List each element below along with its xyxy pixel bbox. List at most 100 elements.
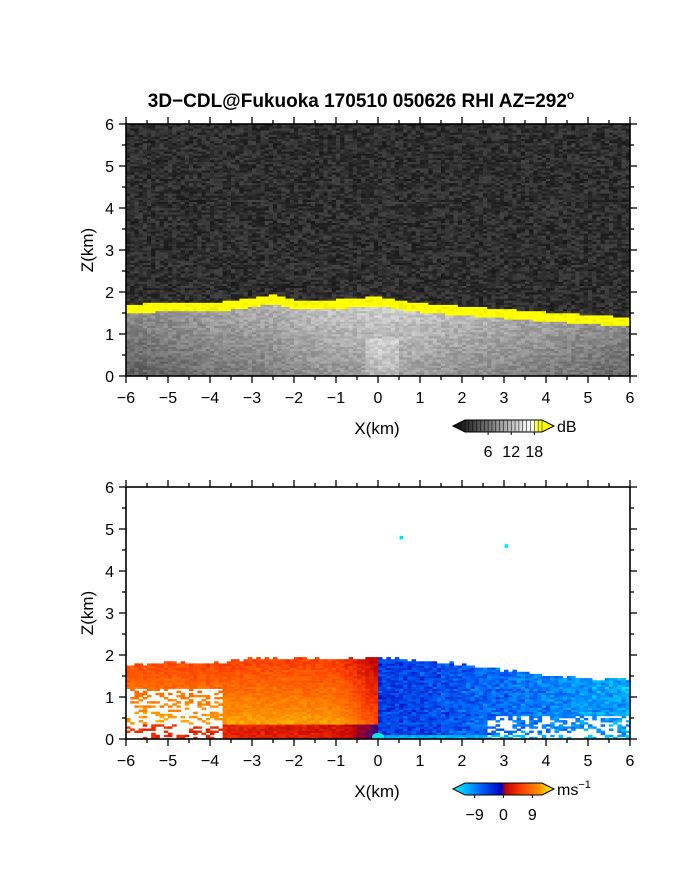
reflectivity-cell [222,287,228,291]
reflectivity-cell [147,344,152,347]
reflectivity-cell [294,178,299,181]
reflectivity-cell [235,298,240,301]
reflectivity-cell [159,136,165,139]
reflectivity-cell [260,180,265,184]
reflectivity-cell [138,344,144,347]
reflectivity-cell [184,235,190,238]
reflectivity-cell [197,187,202,190]
reflectivity-cell [231,147,236,150]
reflectivity-cell [268,371,274,375]
reflectivity-cell [189,315,194,318]
reflectivity-cell [285,252,291,255]
reflectivity-cell [130,340,135,343]
reflectivity-cell [281,336,286,339]
reflectivity-cell [168,329,173,333]
reflectivity-cell [252,250,257,253]
reflectivity-cell [180,308,186,312]
reflectivity-cell [243,216,249,219]
reflectivity-cell [247,166,253,169]
reflectivity-cell [189,201,194,205]
reflectivity-cell [130,222,135,226]
reflectivity-cell [285,304,291,307]
reflectivity-cell [159,197,165,200]
reflectivity-cell [268,157,274,160]
reflectivity-cell [214,224,219,228]
reflectivity-cell [201,247,207,251]
reflectivity-cell [231,361,236,364]
reflectivity-cell [168,323,173,326]
reflectivity-cell [273,287,278,291]
reflectivity-cell [285,226,291,230]
reflectivity-cell [294,289,299,293]
reflectivity-cell [260,277,265,280]
reflectivity-cell [176,168,181,171]
reflectivity-cell [189,373,194,376]
reflectivity-cell [214,369,219,373]
reflectivity-cell [273,281,278,284]
reflectivity-cell [226,168,232,171]
reflectivity-cell [197,163,202,167]
reflectivity-cell [214,128,219,131]
reflectivity-cell [260,281,265,284]
reflectivity-cell [193,189,198,192]
reflectivity-cell [126,357,131,360]
reflectivity-cell [264,128,270,131]
reflectivity-cell [247,138,253,142]
reflectivity-cell [176,140,181,144]
reflectivity-cell [126,241,131,244]
reflectivity-cell [252,182,257,186]
reflectivity-cell [189,214,194,217]
reflectivity-cell [289,348,295,352]
reflectivity-cell [281,166,286,169]
reflectivity-cell [289,277,295,280]
reflectivity-cell [197,300,202,303]
reflectivity-cell [201,134,207,137]
reflectivity-cell [289,130,295,133]
reflectivity-cell [147,193,152,196]
reflectivity-cell [180,124,186,127]
reflectivity-cell [252,252,257,255]
reflectivity-cell [184,266,190,270]
reflectivity-cell [168,369,173,373]
reflectivity-cell [134,252,139,255]
reflectivity-cell [147,147,152,150]
reflectivity-cell [184,363,190,366]
reflectivity-cell [281,126,286,129]
reflectivity-cell [210,344,215,347]
reflectivity-cell [235,336,240,339]
reflectivity-cell [252,218,257,221]
reflectivity-cell [268,166,274,169]
reflectivity-cell [222,289,228,293]
reflectivity-cell [264,159,270,163]
reflectivity-cell [281,369,286,373]
reflectivity-cell [147,258,152,261]
reflectivity-cell [189,285,194,289]
reflectivity-cell [218,124,223,127]
reflectivity-cell [289,319,295,322]
reflectivity-cell [294,208,299,211]
reflectivity-cell [256,285,261,289]
reflectivity-cell [222,226,228,230]
reflectivity-cell [268,260,274,263]
reflectivity-cell [231,262,236,265]
reflectivity-cell [281,271,286,274]
reflectivity-cell [193,252,198,255]
reflectivity-cell [218,289,223,293]
reflectivity-cell [268,124,274,127]
reflectivity-cell [260,300,265,303]
reflectivity-cell [172,275,177,278]
reflectivity-cell [277,292,282,295]
reflectivity-cell [285,355,291,358]
reflectivity-cell [273,300,278,303]
reflectivity-cell [277,331,282,335]
reflectivity-cell [256,193,261,196]
reflectivity-cell [243,214,249,217]
reflectivity-cell [205,285,211,289]
reflectivity-cell [205,346,211,349]
reflectivity-cell [163,189,169,192]
reflectivity-cell [268,302,274,305]
reflectivity-cell [214,138,219,142]
reflectivity-cell [273,310,278,314]
reflectivity-cell [147,355,152,358]
reflectivity-cell [134,247,139,251]
